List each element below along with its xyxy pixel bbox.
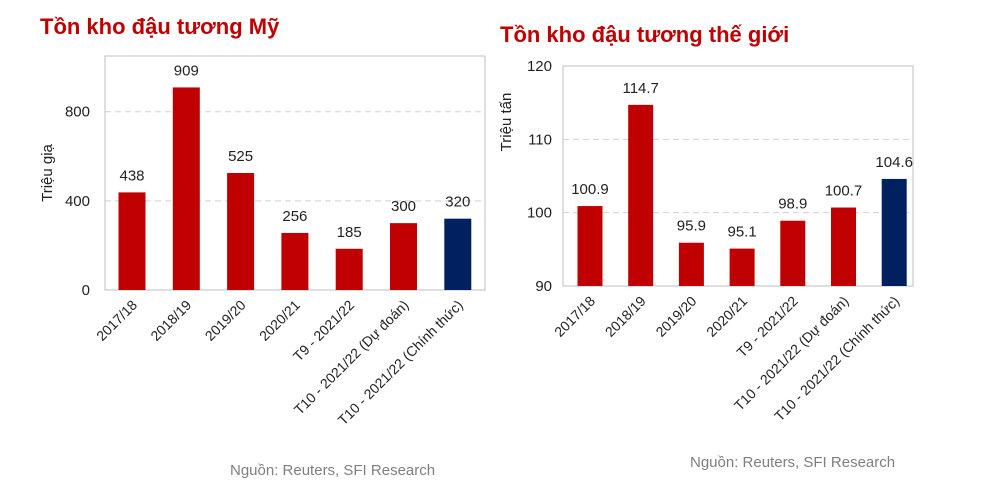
data-label: 100.9	[571, 181, 609, 198]
y-tick-label: 110	[528, 131, 552, 148]
data-label: 909	[174, 62, 199, 79]
y-tick-label: 800	[65, 104, 90, 121]
x-category-label: 2018/19	[602, 293, 649, 340]
data-label: 100.7	[825, 183, 863, 200]
data-label: 114.7	[622, 80, 658, 97]
data-label: 98.9	[778, 196, 807, 213]
data-label: 438	[119, 167, 144, 184]
y-tick-label: 400	[65, 193, 90, 210]
source-note-world: Nguồn: Reuters, SFI Research	[690, 454, 896, 471]
bar	[628, 104, 654, 286]
x-category-label: 2018/19	[147, 297, 194, 344]
bar	[118, 192, 146, 290]
data-label: 320	[445, 194, 470, 211]
x-category-label: 2019/20	[652, 293, 699, 340]
data-label: 95.9	[677, 218, 706, 235]
x-category-label: 2020/21	[256, 297, 303, 344]
y-tick-label: 120	[527, 58, 552, 75]
chart-title-us: Tồn kho đậu tương Mỹ	[40, 14, 280, 39]
y-axis-label: Triệu tấn	[498, 93, 515, 152]
y-tick-label: 100	[527, 205, 552, 222]
chart-0: 0 400 800 Triệu giạ 438 2017/18 909 2018/19 525 2…	[39, 55, 486, 428]
chart-title-world: Tồn kho đậu tương thế giới	[500, 22, 790, 47]
y-axis-label: Triệu giạ	[39, 143, 56, 201]
data-label: 185	[337, 224, 362, 241]
bar	[172, 87, 200, 291]
bar	[281, 232, 309, 290]
bar	[881, 178, 907, 286]
data-label: 95.1	[727, 224, 756, 241]
y-tick-label: 90	[535, 278, 552, 295]
data-label: 300	[391, 198, 416, 215]
data-label: 104.6	[875, 154, 913, 171]
chart-1: 90 100 110 120 Triệu tấn 100.9 2017/18 114.7 201…	[498, 58, 914, 424]
bar	[729, 248, 755, 286]
x-category-label: 2020/21	[703, 293, 750, 340]
bar	[444, 218, 472, 290]
data-label: 525	[228, 148, 253, 165]
bar	[577, 206, 603, 286]
bar	[678, 242, 704, 286]
x-category-label: 2017/18	[551, 293, 598, 340]
y-tick-label: 0	[82, 282, 90, 299]
data-label: 256	[282, 208, 307, 225]
x-category-label: 2017/18	[93, 297, 140, 344]
source-note-us: Nguồn: Reuters, SFI Research	[230, 462, 436, 479]
bar	[831, 207, 856, 286]
bar	[335, 248, 363, 290]
bar	[227, 173, 255, 290]
bar	[390, 223, 417, 290]
x-category-label: 2019/20	[202, 297, 249, 344]
bar	[780, 220, 806, 286]
